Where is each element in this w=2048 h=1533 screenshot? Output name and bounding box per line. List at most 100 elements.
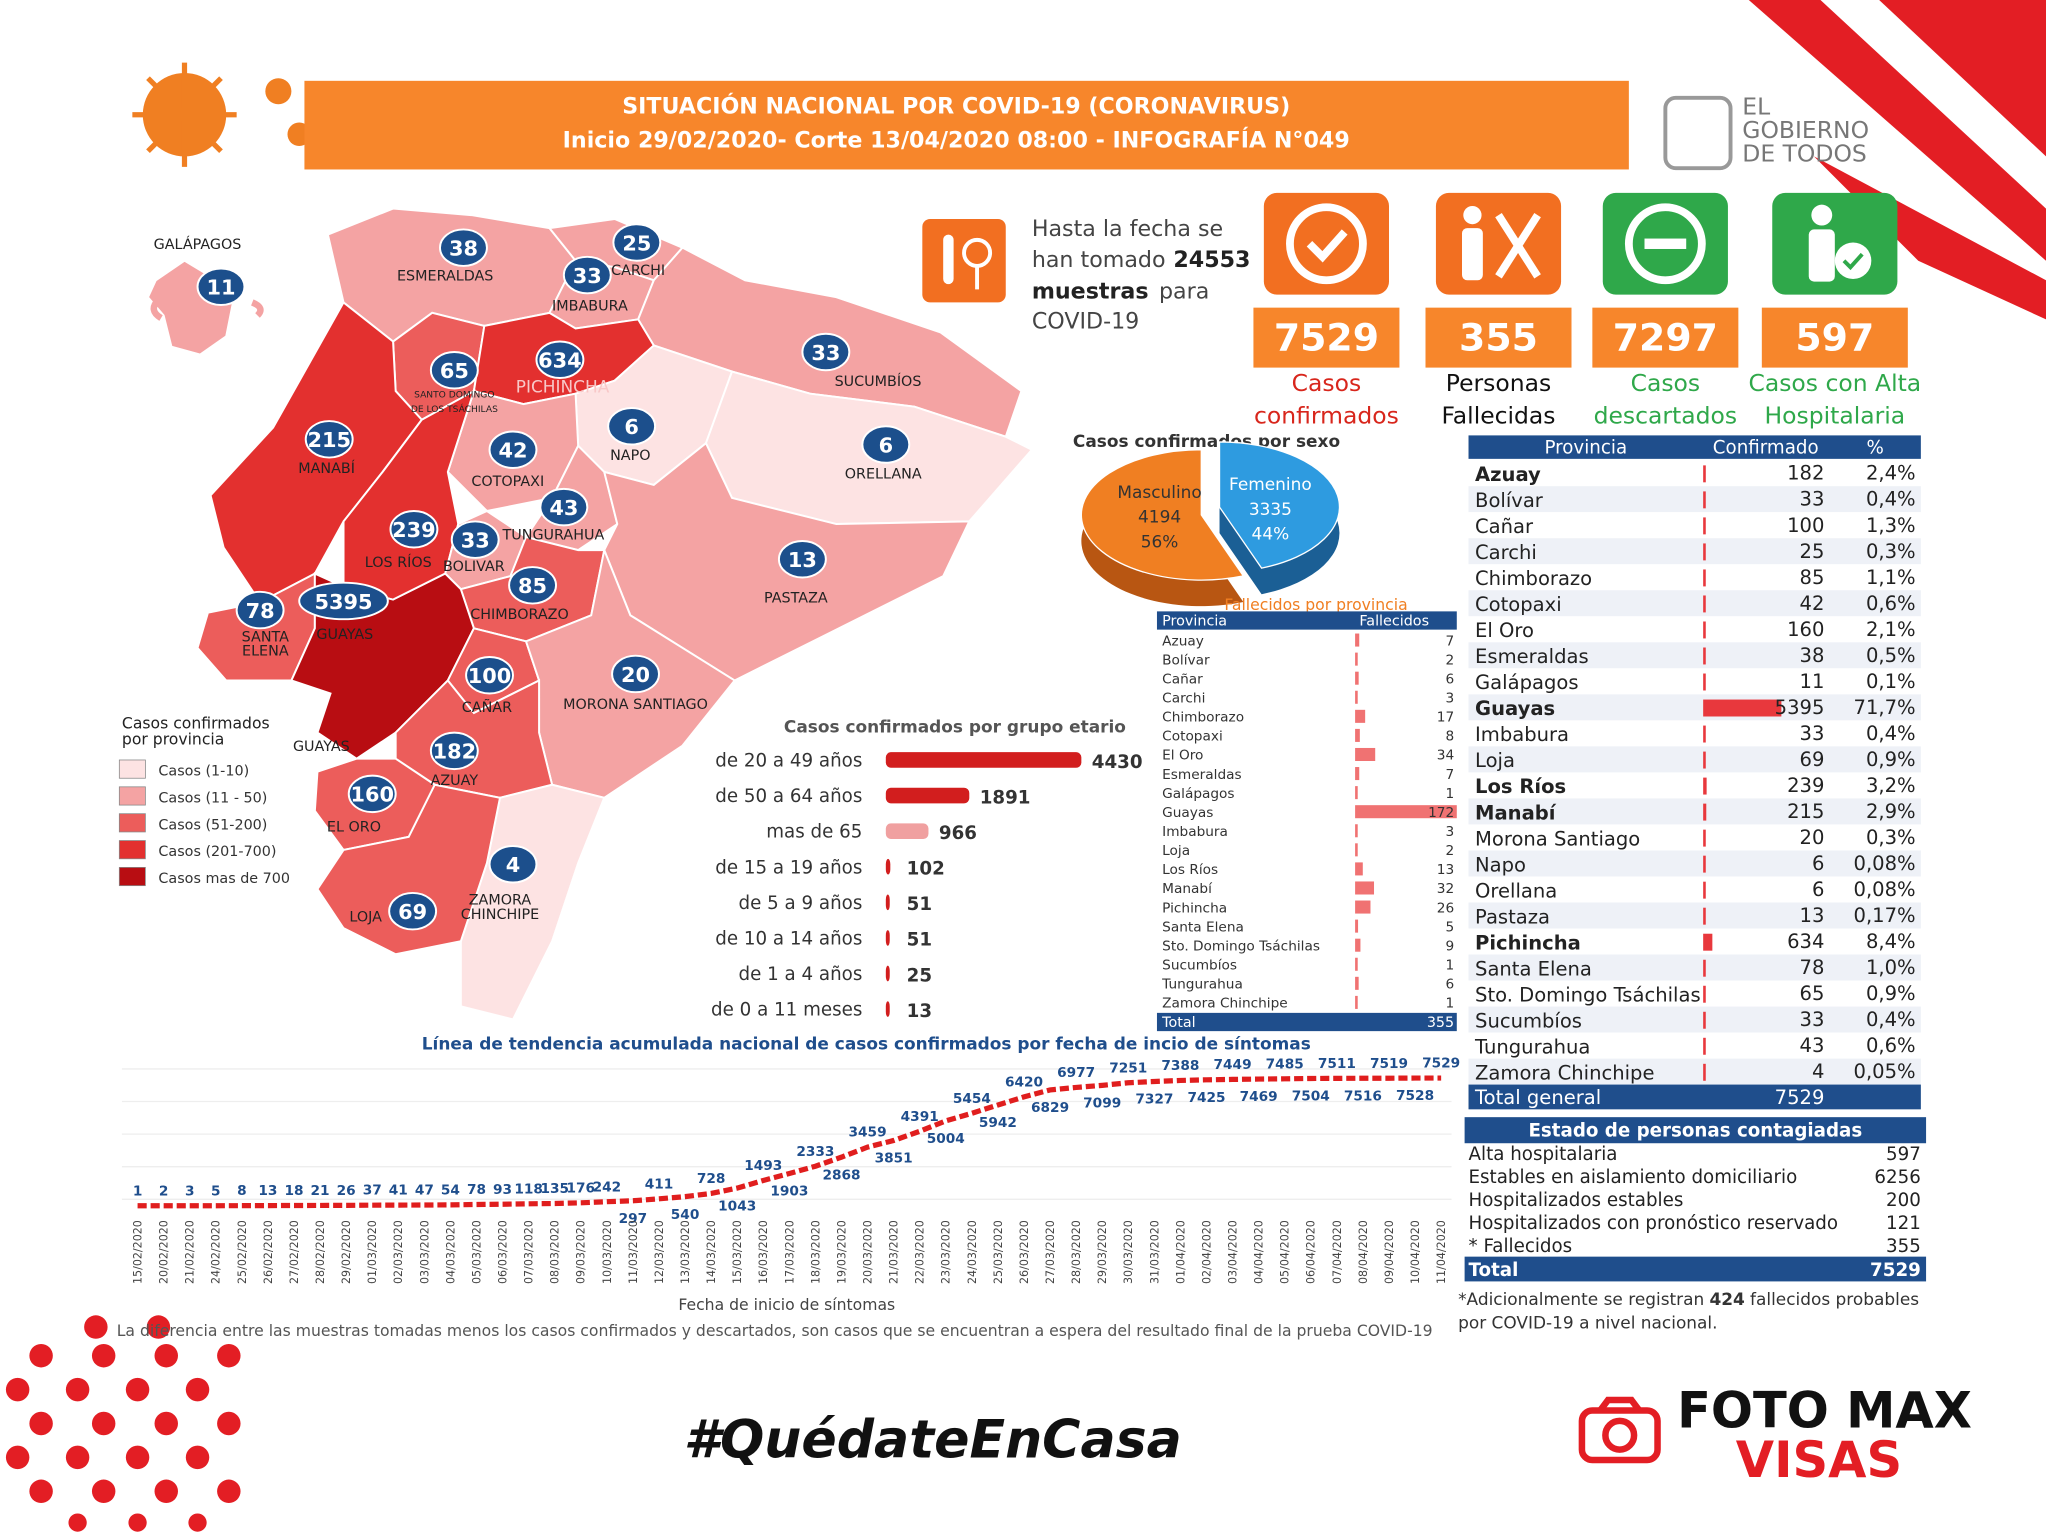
bar [1355, 671, 1359, 685]
province-name: SUCUMBÍOS [835, 373, 922, 390]
note: La diferencia entre las muestras tomadas… [117, 1321, 1433, 1340]
province-name: Pastaza [1475, 905, 1550, 928]
stat-box [1253, 307, 1400, 368]
case-count: 11 [206, 276, 235, 300]
point-label: 47 [415, 1183, 434, 1199]
point-label: 118 [514, 1181, 543, 1197]
confirmed-bar [1703, 621, 1706, 639]
confirmed-value: 100 [1787, 514, 1824, 537]
point-label: 411 [645, 1176, 674, 1192]
percent-value: 0,6% [1866, 592, 1916, 615]
category-label: de 50 a 64 años [715, 786, 862, 807]
point-label: 5004 [927, 1131, 965, 1147]
confirmed-bar [1703, 855, 1706, 873]
confirmed-value: 25 [1800, 540, 1825, 563]
point-label: 3459 [849, 1125, 887, 1141]
legend-swatch [118, 840, 146, 860]
x-tick-label: 04/03/2020 [444, 1220, 457, 1284]
table-header [1468, 435, 1921, 459]
samples-text: han tomado [1032, 247, 1166, 273]
x-tick-label: 11/03/2020 [627, 1220, 640, 1284]
value-label: 966 [939, 823, 977, 844]
case-bubble [488, 430, 538, 469]
samples-text: para [1159, 279, 1209, 305]
x-tick-label: 09/03/2020 [575, 1220, 588, 1284]
confirmed-value: 215 [1787, 800, 1824, 823]
status-label: Estables en aislamiento domiciliario [1469, 1167, 1798, 1188]
point-label: 7449 [1214, 1057, 1252, 1073]
category-label: El Oro [1162, 748, 1203, 764]
point-label: 1043 [718, 1198, 756, 1214]
case-bubble [607, 407, 657, 446]
column-header: Provincia [1544, 438, 1627, 459]
x-tick-label: 29/03/2020 [1096, 1220, 1109, 1284]
category-label: Carchi [1162, 690, 1205, 706]
value-label: 17 [1437, 710, 1454, 726]
status-value: 597 [1886, 1144, 1921, 1165]
icon-shape [1306, 229, 1348, 263]
province-name: Tungurahua [1474, 1035, 1590, 1058]
value-label: 25 [907, 965, 932, 986]
pie-value: 3335 [1249, 499, 1292, 519]
confirmed-value: 33 [1800, 722, 1825, 745]
x-tick-label: 30/03/2020 [1122, 1220, 1135, 1284]
case-count: 182 [433, 740, 477, 764]
point-label: 6977 [1057, 1065, 1095, 1081]
x-tick-label: 27/02/2020 [288, 1220, 301, 1284]
stat-box [1761, 307, 1908, 368]
bar [885, 930, 890, 946]
province-name: Loja [1475, 749, 1515, 772]
case-bubble [304, 420, 354, 459]
category-label: Sto. Domingo Tsáchilas [1162, 938, 1320, 954]
province-name: DE LOS TSÁCHILAS [411, 403, 498, 415]
column-header: Provincia [1162, 614, 1227, 630]
legend-label: Casos (51-200) [158, 817, 267, 833]
footnote-text: fallecidos probables [1750, 1289, 1919, 1309]
percent-value: 1,1% [1866, 566, 1916, 589]
bar [1355, 786, 1358, 800]
table-row [1468, 876, 1921, 903]
category-label: Cotopaxi [1162, 729, 1223, 745]
icon-shape [1286, 203, 1367, 285]
value-label: 1 [1445, 957, 1454, 973]
table-header [1156, 611, 1457, 630]
camera-icon [1578, 1396, 1661, 1464]
x-tick-label: 25/03/2020 [992, 1220, 1005, 1284]
province-name: AZUAY [431, 773, 479, 789]
total-label: Total [1469, 1260, 1519, 1281]
province-name: GUAYAS [316, 627, 373, 643]
case-count: 38 [449, 237, 478, 261]
total-label: Total general [1474, 1086, 1601, 1109]
footnote-value: 424 [1709, 1289, 1744, 1309]
province-name: Sto. Domingo Tsáchilas [1475, 983, 1701, 1006]
category-label: Guayas [1162, 805, 1213, 821]
chart-title: Fallecidos por provincia [1224, 595, 1407, 614]
icon-shape [1834, 242, 1872, 279]
x-tick-label: 23/03/2020 [940, 1220, 953, 1284]
status-label: * Fallecidos [1469, 1236, 1573, 1257]
x-tick-label: 03/04/2020 [1226, 1220, 1239, 1284]
confirmed-bar [1703, 725, 1706, 743]
samples-value: 24553 [1173, 247, 1250, 273]
stat-label: Casos [1292, 369, 1362, 397]
table-row [1468, 798, 1921, 825]
value-label: 5 [1445, 919, 1454, 935]
table-row [1468, 928, 1921, 955]
bar [885, 894, 890, 911]
category-label: Los Ríos [1162, 862, 1218, 878]
confirmed-value: 634 [1787, 930, 1824, 953]
x-tick-label: 07/03/2020 [523, 1220, 536, 1284]
x-tick-label: 27/03/2020 [1044, 1220, 1057, 1284]
pie-percent: 56% [1141, 532, 1179, 552]
point-label: 7485 [1266, 1056, 1304, 1072]
status-value: 121 [1886, 1213, 1921, 1234]
category-label: de 20 a 49 años [715, 751, 862, 772]
bar [1355, 652, 1358, 666]
confirmed-bar [1703, 751, 1706, 769]
point-label: 41 [389, 1183, 408, 1199]
stat-label: Personas [1446, 369, 1551, 397]
x-tick-label: 08/04/2020 [1357, 1220, 1370, 1284]
x-tick-label: 15/02/2020 [131, 1220, 144, 1284]
bar [1355, 919, 1359, 933]
